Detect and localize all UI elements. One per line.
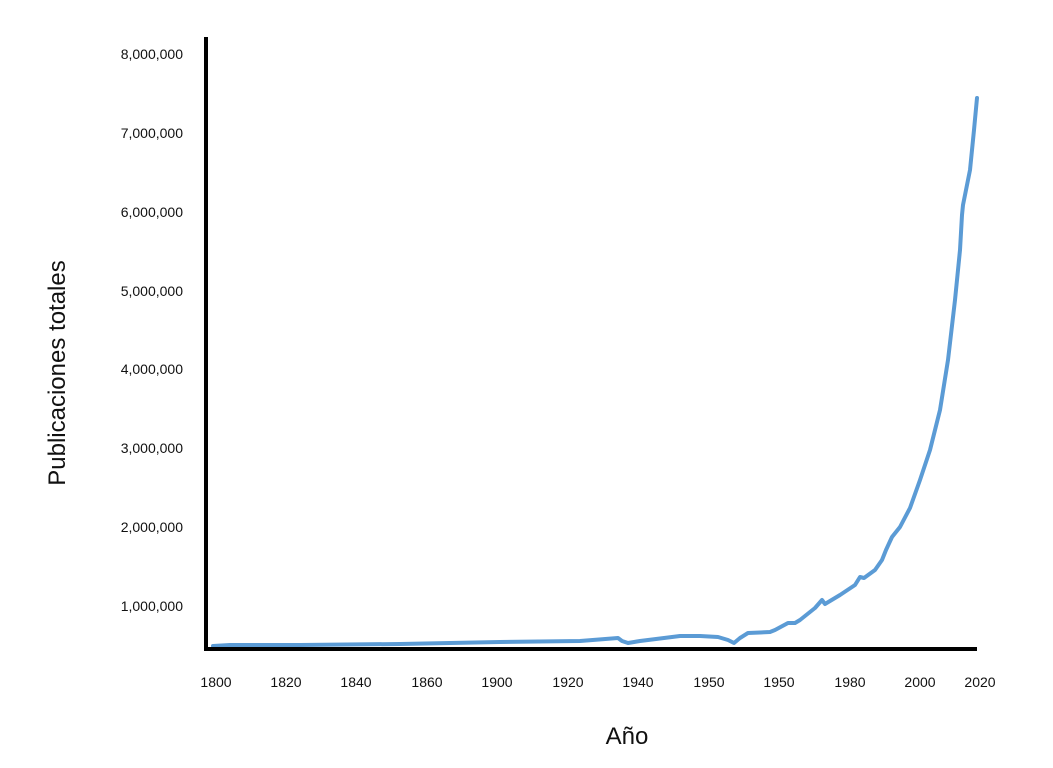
y-tick-label: 3,000,000 — [120, 440, 183, 456]
y-tick-label: 8,000,000 — [120, 46, 183, 62]
x-tick-label: 1800 — [200, 674, 232, 690]
x-tick-label: 1860 — [411, 674, 443, 690]
y-axis-label: Publicaciones totales — [44, 260, 71, 486]
x-tick-label: 1980 — [834, 674, 866, 690]
series-line-publicaciones — [211, 96, 979, 648]
x-tick-label: 1900 — [481, 674, 513, 690]
y-tick-label: 2,000,000 — [120, 519, 183, 535]
x-tick-label: 1940 — [622, 674, 654, 690]
x-tick-label: 1950 — [763, 674, 795, 690]
x-tick-label: 1840 — [340, 674, 372, 690]
x-tick-label: 1920 — [552, 674, 584, 690]
y-tick-label: 4,000,000 — [120, 361, 183, 377]
x-tick-label: 1950 — [693, 674, 725, 690]
y-tick-label: 7,000,000 — [120, 125, 183, 141]
x-tick-label: 2000 — [904, 674, 936, 690]
y-tick-label: 5,000,000 — [120, 283, 183, 299]
x-axis-label: Año — [605, 723, 649, 750]
x-tick-label: 1820 — [270, 674, 302, 690]
x-tick-label: 2020 — [964, 674, 996, 690]
y-tick-label: 6,000,000 — [120, 204, 183, 220]
y-tick-label: 1,000,000 — [120, 598, 183, 614]
